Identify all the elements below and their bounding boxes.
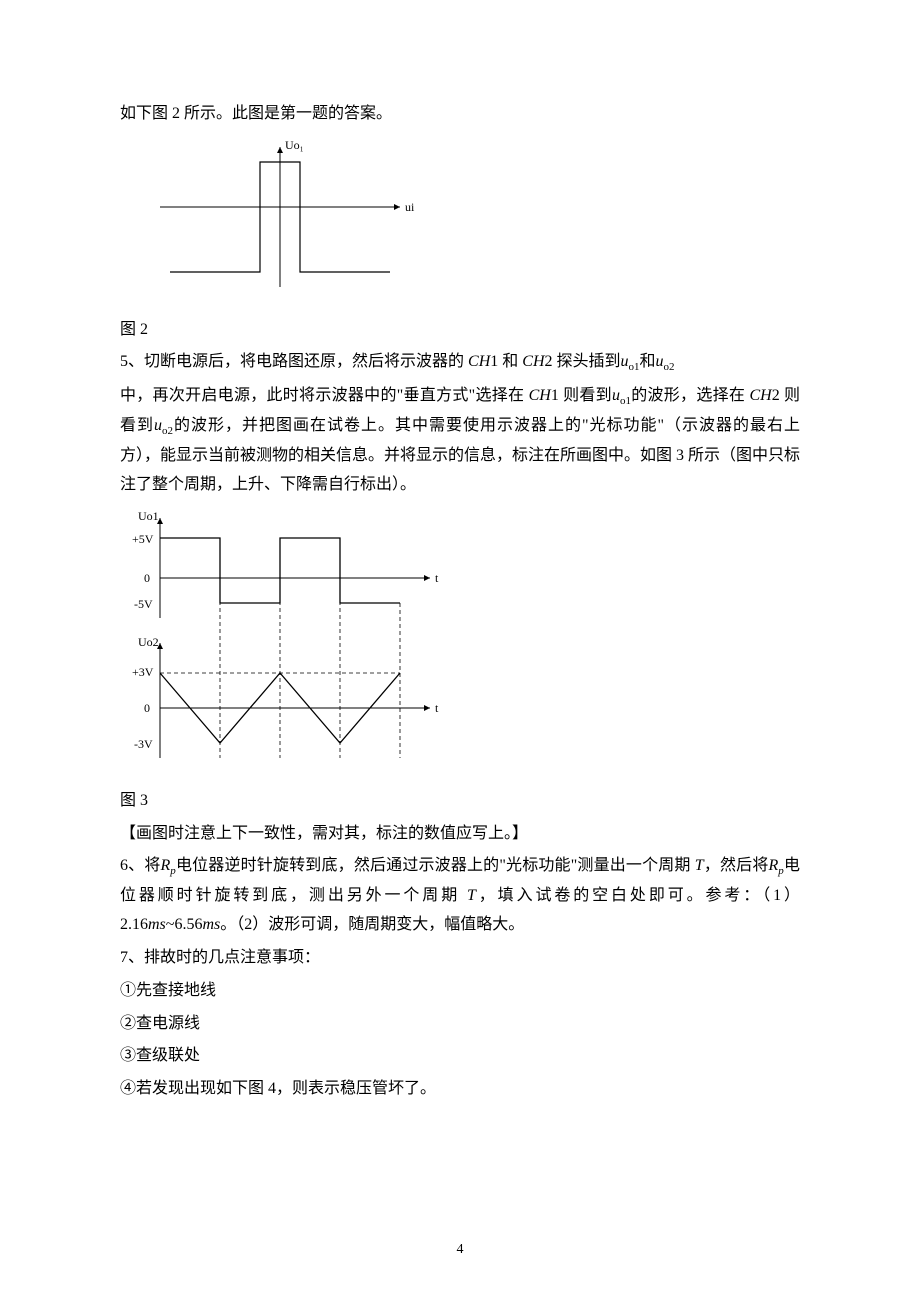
ch-label: CH — [468, 353, 490, 370]
var-t: T — [695, 857, 704, 874]
subscript: o2 — [664, 362, 675, 374]
ch-label: CH — [522, 353, 544, 370]
t-label-1: t — [435, 571, 439, 585]
var-r: R — [769, 857, 779, 874]
text: 。（2）波形可调，随周期变大，幅值略大。 — [220, 916, 524, 933]
var-u: u — [612, 387, 620, 404]
list-item-4: ④若发现出现如下图 4，则表示稳压管坏了。 — [120, 1075, 800, 1104]
var-u: u — [621, 353, 629, 370]
text: 中，再次开启电源，此时将示波器中的"垂直方式"选择在 — [120, 387, 529, 404]
t-label-2: t — [435, 701, 439, 715]
figure-2-chart: Uo₁ ui — [150, 137, 800, 308]
ch-label: CH — [529, 387, 551, 404]
text: 的波形，选择在 — [631, 387, 750, 404]
paragraph-6: 6、将Rp电位器逆时针旋转到底，然后通过示波器上的"光标功能"测量出一个周期 T… — [120, 852, 800, 940]
figure-3-chart: Uo1 +5V 0 -5V t Uo2 +3V 0 -3V t — [120, 508, 800, 779]
unit-ms: ms — [202, 916, 220, 933]
var-u: u — [656, 353, 664, 370]
list-item-1: ①先查接地线 — [120, 977, 800, 1006]
zero-label-2: 0 — [144, 701, 150, 715]
text: 6、将 — [120, 857, 161, 874]
text: 的波形，并把图画在试卷上。其中需要使用示波器上的"光标功能"（示波器的最右上方）… — [120, 417, 800, 493]
minus5v-label: -5V — [134, 597, 153, 611]
var-u: u — [154, 417, 162, 434]
list-item-2: ②查电源线 — [120, 1010, 800, 1039]
var-r: R — [161, 857, 171, 874]
figure-2-label: 图 2 — [120, 316, 800, 345]
paragraph-5b: 中，再次开启电源，此时将示波器中的"垂直方式"选择在 CH1 则看到uo1的波形… — [120, 382, 800, 500]
uo2-label: Uo2 — [138, 635, 159, 649]
paragraph-5: 5、切断电源后，将电路图还原，然后将示波器的 CH1 和 CH2 探头插到uo1… — [120, 348, 800, 378]
list-item-3: ③查级联处 — [120, 1042, 800, 1071]
text: 1 则看到 — [551, 387, 612, 404]
var-t: T — [467, 887, 476, 904]
subscript: o2 — [162, 426, 173, 438]
uo1-label: Uo1 — [138, 509, 159, 523]
text: 2 探头插到 — [545, 353, 621, 370]
page-number: 4 — [457, 1237, 464, 1262]
text: ~6.56 — [166, 916, 203, 933]
note-paragraph: 【画图时注意上下一致性，需对其，标注的数值应写上。】 — [120, 820, 800, 849]
plus5v-label: +5V — [132, 532, 154, 546]
text: 5、切断电源后，将电路图还原，然后将示波器的 — [120, 353, 468, 370]
subscript: o1 — [620, 396, 631, 408]
subscript: o1 — [629, 362, 640, 374]
zero-label-1: 0 — [144, 571, 150, 585]
y-axis-label: Uo₁ — [285, 138, 304, 152]
unit-ms: ms — [148, 916, 166, 933]
text: 电位器逆时针旋转到底，然后通过示波器上的"光标功能"测量出一个周期 — [176, 857, 695, 874]
ch-label: CH — [749, 387, 771, 404]
text: 和 — [640, 353, 656, 370]
minus3v-label: -3V — [134, 737, 153, 751]
x-axis-label: ui — [405, 200, 415, 214]
text: 1 和 — [490, 353, 522, 370]
paragraph-1: 如下图 2 所示。此图是第一题的答案。 — [120, 100, 800, 129]
text: ，然后将 — [704, 857, 769, 874]
plus3v-label: +3V — [132, 665, 154, 679]
paragraph-7: 7、排故时的几点注意事项： — [120, 944, 800, 973]
figure-3-label: 图 3 — [120, 787, 800, 816]
